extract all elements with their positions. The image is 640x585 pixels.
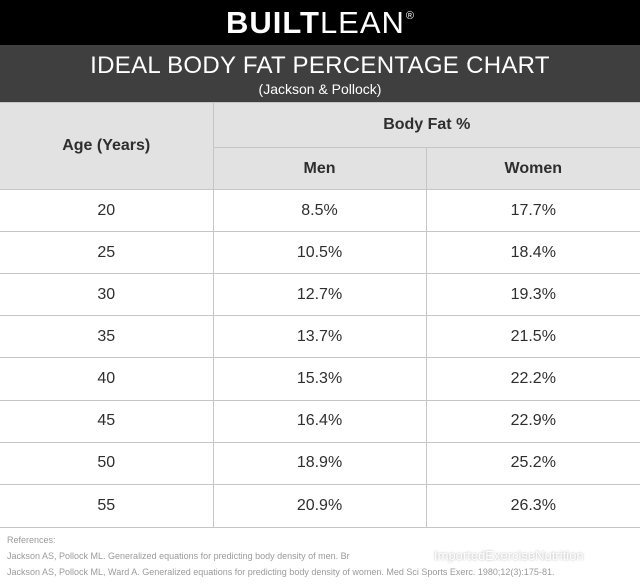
age-cell: 25: [0, 231, 214, 275]
age-cell: 50: [0, 441, 214, 485]
brand-logo: BUILTLEAN®: [0, 0, 640, 45]
registered-mark: ®: [405, 10, 416, 22]
wechat-icon: [412, 547, 430, 562]
age-cell: 55: [0, 483, 214, 529]
age-cell: 45: [0, 399, 214, 443]
men-value-cell: 12.7%: [212, 273, 427, 317]
body-fat-table: Age (Years) Body Fat % Men Women 20 8.5% 1…: [0, 102, 640, 529]
chart-title: IDEAL BODY FAT PERCENTAGE CHART: [90, 52, 550, 79]
watermark-text: ImportedExerciseNutrition: [434, 547, 584, 563]
women-value-cell: 19.3%: [425, 273, 640, 317]
reference-item: Jackson AS, Pollock ML, Ward A. Generali…: [7, 567, 555, 577]
table-row: 45 16.4% 22.9%: [0, 399, 640, 443]
references-label: References:: [7, 535, 56, 545]
brand-bar: [0, 0, 640, 45]
age-cell: 35: [0, 315, 214, 359]
men-value-cell: 18.9%: [212, 441, 427, 485]
table-row: 30 12.7% 19.3%: [0, 273, 640, 317]
brand-part-built: BUILT: [225, 5, 320, 40]
table-row: 40 15.3% 22.2%: [0, 357, 640, 401]
women-value-cell: 25.2%: [425, 441, 640, 485]
table-row: 50 18.9% 25.2%: [0, 441, 640, 485]
table-body: 20 8.5% 17.7% 25 10.5% 18.4% 30 12.7% 19.3% 35 13.…: [0, 188, 640, 529]
column-header-men: Men: [212, 147, 427, 190]
brand-part-lean: LEAN: [319, 5, 405, 40]
age-cell: 30: [0, 273, 214, 317]
women-value-cell: 22.2%: [425, 357, 640, 401]
men-value-cell: 8.5%: [212, 188, 427, 233]
age-cell: 40: [0, 357, 214, 401]
title-bar: IDEAL BODY FAT PERCENTAGE CHART (Jackson…: [0, 45, 640, 102]
column-header-age: Age (Years): [0, 102, 214, 190]
column-header-women: Women: [425, 147, 640, 190]
age-cell: 20: [0, 188, 214, 233]
column-header-body-fat: Body Fat %: [212, 102, 640, 148]
table-row: 35 13.7% 21.5%: [0, 315, 640, 359]
men-value-cell: 20.9%: [212, 483, 427, 529]
watermark: ImportedExerciseNutrition: [412, 546, 584, 564]
references: References: Jackson AS, Pollock ML. Gene…: [7, 532, 637, 580]
table-row: 55 20.9% 26.3%: [0, 483, 640, 529]
women-value-cell: 21.5%: [425, 315, 640, 359]
men-value-cell: 10.5%: [212, 231, 427, 275]
header-row-sex: Men Women: [0, 147, 640, 190]
table-row: 20 8.5% 17.7%: [0, 188, 640, 233]
women-value-cell: 22.9%: [425, 399, 640, 443]
men-value-cell: 15.3%: [212, 357, 427, 401]
header-row-group: Age (Years) Body Fat %: [0, 102, 640, 190]
table-row: 25 10.5% 18.4%: [0, 231, 640, 275]
men-value-cell: 16.4%: [212, 399, 427, 443]
reference-item: Jackson AS, Pollock ML. Generalized equa…: [7, 551, 350, 561]
chart-subtitle: (Jackson & Pollock): [258, 81, 382, 97]
men-value-cell: 13.7%: [212, 315, 427, 359]
women-value-cell: 26.3%: [425, 483, 640, 529]
women-value-cell: 18.4%: [425, 231, 640, 275]
women-value-cell: 17.7%: [425, 188, 640, 233]
